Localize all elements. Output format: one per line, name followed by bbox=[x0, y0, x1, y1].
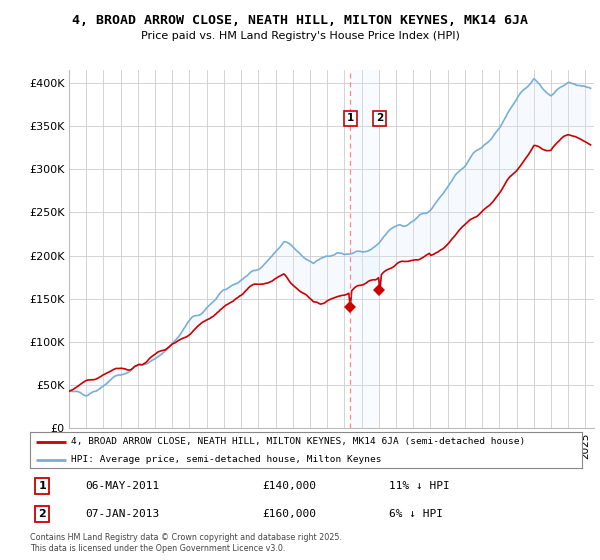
Text: HPI: Average price, semi-detached house, Milton Keynes: HPI: Average price, semi-detached house,… bbox=[71, 455, 382, 464]
Text: Contains HM Land Registry data © Crown copyright and database right 2025.
This d: Contains HM Land Registry data © Crown c… bbox=[30, 533, 342, 553]
Text: 2: 2 bbox=[38, 509, 46, 519]
Text: 07-JAN-2013: 07-JAN-2013 bbox=[85, 509, 160, 519]
Text: 6% ↓ HPI: 6% ↓ HPI bbox=[389, 509, 443, 519]
Text: 2: 2 bbox=[376, 113, 383, 123]
Text: £160,000: £160,000 bbox=[262, 509, 316, 519]
Text: 1: 1 bbox=[38, 481, 46, 491]
Text: 11% ↓ HPI: 11% ↓ HPI bbox=[389, 481, 449, 491]
Text: Price paid vs. HM Land Registry's House Price Index (HPI): Price paid vs. HM Land Registry's House … bbox=[140, 31, 460, 41]
Text: 06-MAY-2011: 06-MAY-2011 bbox=[85, 481, 160, 491]
Text: 4, BROAD ARROW CLOSE, NEATH HILL, MILTON KEYNES, MK14 6JA: 4, BROAD ARROW CLOSE, NEATH HILL, MILTON… bbox=[72, 14, 528, 27]
Text: 1: 1 bbox=[347, 113, 354, 123]
Text: £140,000: £140,000 bbox=[262, 481, 316, 491]
Text: 4, BROAD ARROW CLOSE, NEATH HILL, MILTON KEYNES, MK14 6JA (semi-detached house): 4, BROAD ARROW CLOSE, NEATH HILL, MILTON… bbox=[71, 437, 526, 446]
Bar bbox=[350, 70, 379, 428]
